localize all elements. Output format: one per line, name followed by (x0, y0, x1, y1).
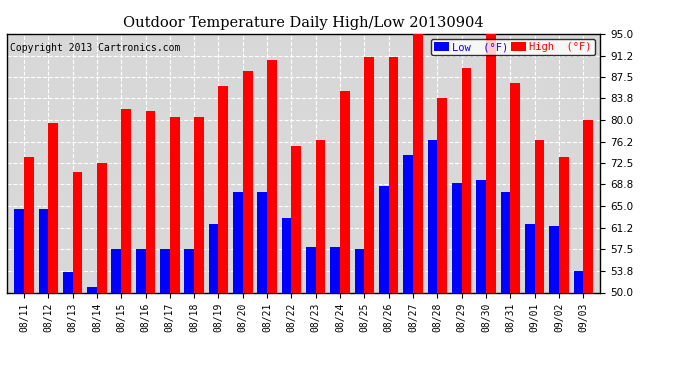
Bar (72, 172, 82, 292)
Bar (243, 71, 253, 292)
Bar (413, 31, 423, 292)
Legend: Low  (°F), High  (°F): Low (°F), High (°F) (431, 39, 595, 56)
Bar (39, 209, 48, 292)
Bar (306, 246, 316, 292)
Bar (267, 60, 277, 292)
Bar (511, 82, 520, 292)
Bar (379, 186, 388, 292)
Bar (573, 271, 583, 292)
Title: Outdoor Temperature Daily High/Low 20130904: Outdoor Temperature Daily High/Low 20130… (124, 16, 484, 30)
Bar (404, 154, 413, 292)
Bar (388, 57, 398, 292)
Bar (48, 123, 58, 292)
Bar (194, 117, 204, 292)
Bar (364, 57, 374, 292)
Bar (535, 140, 544, 292)
Bar (233, 192, 243, 292)
Bar (257, 192, 267, 292)
Bar (500, 192, 511, 292)
Bar (63, 272, 72, 292)
Bar (583, 120, 593, 292)
Bar (486, 31, 495, 292)
Bar (170, 117, 179, 292)
Bar (476, 180, 486, 292)
Bar (87, 287, 97, 292)
Bar (525, 224, 535, 292)
Text: Copyright 2013 Cartronics.com: Copyright 2013 Cartronics.com (10, 43, 181, 52)
Bar (355, 249, 364, 292)
Bar (160, 249, 170, 292)
Bar (121, 108, 131, 292)
Bar (340, 91, 350, 292)
Bar (184, 249, 194, 292)
Bar (291, 146, 301, 292)
Bar (97, 163, 107, 292)
Bar (331, 246, 340, 292)
Bar (316, 140, 326, 292)
Bar (219, 86, 228, 292)
Bar (462, 68, 471, 292)
Bar (146, 111, 155, 292)
Bar (437, 98, 447, 292)
Bar (209, 224, 219, 292)
Bar (136, 249, 146, 292)
Bar (549, 226, 559, 292)
Bar (24, 158, 34, 292)
Bar (559, 158, 569, 292)
Bar (14, 209, 24, 292)
Bar (428, 140, 437, 292)
Bar (282, 218, 291, 292)
Bar (112, 249, 121, 292)
Bar (452, 183, 462, 292)
